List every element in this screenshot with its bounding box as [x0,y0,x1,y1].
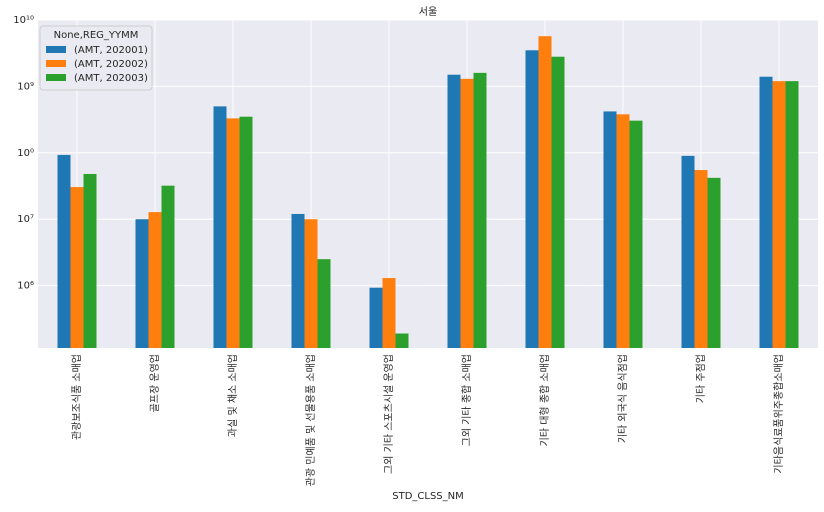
legend-title: None,REG_YYMM [54,30,139,41]
bar [538,36,552,348]
bar [161,185,175,348]
labels: 10⁶ 10⁷ 10⁰ 10⁹ 10¹⁰ 관광보조식품 소매업 골프장 운영업 과실 및 채소… [13,15,785,486]
bar [317,259,331,348]
bar [707,177,721,348]
x-tick-label: 기타 대형 종합 소매업 [538,354,551,446]
legend-label: (AMT, 202001) [74,45,148,56]
bar [447,74,461,349]
x-tick-label: 관광 민예품 및 선물용품 소매업 [304,354,317,486]
bar [473,72,487,348]
bar [460,78,474,348]
bar [239,116,253,348]
bar [213,106,227,348]
y-tick-label: 10⁷ [17,214,34,225]
y-tick-label: 10⁹ [17,81,34,92]
bar [226,118,240,348]
x-tick-label: 골프장 운영업 [148,354,161,412]
bar [395,333,409,348]
legend-label: (AMT, 202002) [74,59,148,70]
bar [57,154,71,348]
bar [83,173,97,348]
bar [551,56,565,349]
x-tick-label: 그외 기타 스포츠시설 운영업 [382,354,395,474]
bar [759,76,773,349]
x-tick-label: 기타 주점업 [694,354,707,403]
bar [681,155,695,348]
x-tick-label: 기타음식료품위주종합소매업 [772,354,785,474]
y-tick-label: 10⁰ [17,148,34,159]
legend-box [39,25,153,91]
x-axis-label: STD_CLSS_NM [392,491,464,502]
bar [616,114,630,348]
legend: None,REG_YYMM (AMT, 202001) (AMT, 202002) (… [39,25,153,91]
bars [57,36,799,349]
y-tick-label: 10¹⁰ [13,15,34,26]
legend-swatch [46,60,66,67]
bar [629,120,643,349]
y-tick-label: 10⁶ [17,281,34,292]
bar [772,81,786,349]
bar [291,213,305,348]
bar [603,111,617,348]
bar [694,170,708,348]
legend-label: (AMT, 202003) [74,73,148,84]
bar [135,219,149,348]
legend-swatch [46,74,66,81]
bar [70,187,84,348]
x-tick-label: 그외 기타 종합 소매업 [460,354,473,446]
bar [148,212,162,348]
bar [382,278,396,348]
bar [369,287,383,348]
bar [525,50,539,349]
x-tick-label: 과실 및 채소 소매업 [226,354,239,437]
bar [785,81,799,349]
chart-title: 서울 [419,6,437,18]
bar [304,219,318,348]
legend-swatch [46,46,66,53]
x-tick-label: 기타 외국식 음식점업 [616,354,629,443]
x-tick-label: 관광보조식품 소매업 [70,354,83,440]
